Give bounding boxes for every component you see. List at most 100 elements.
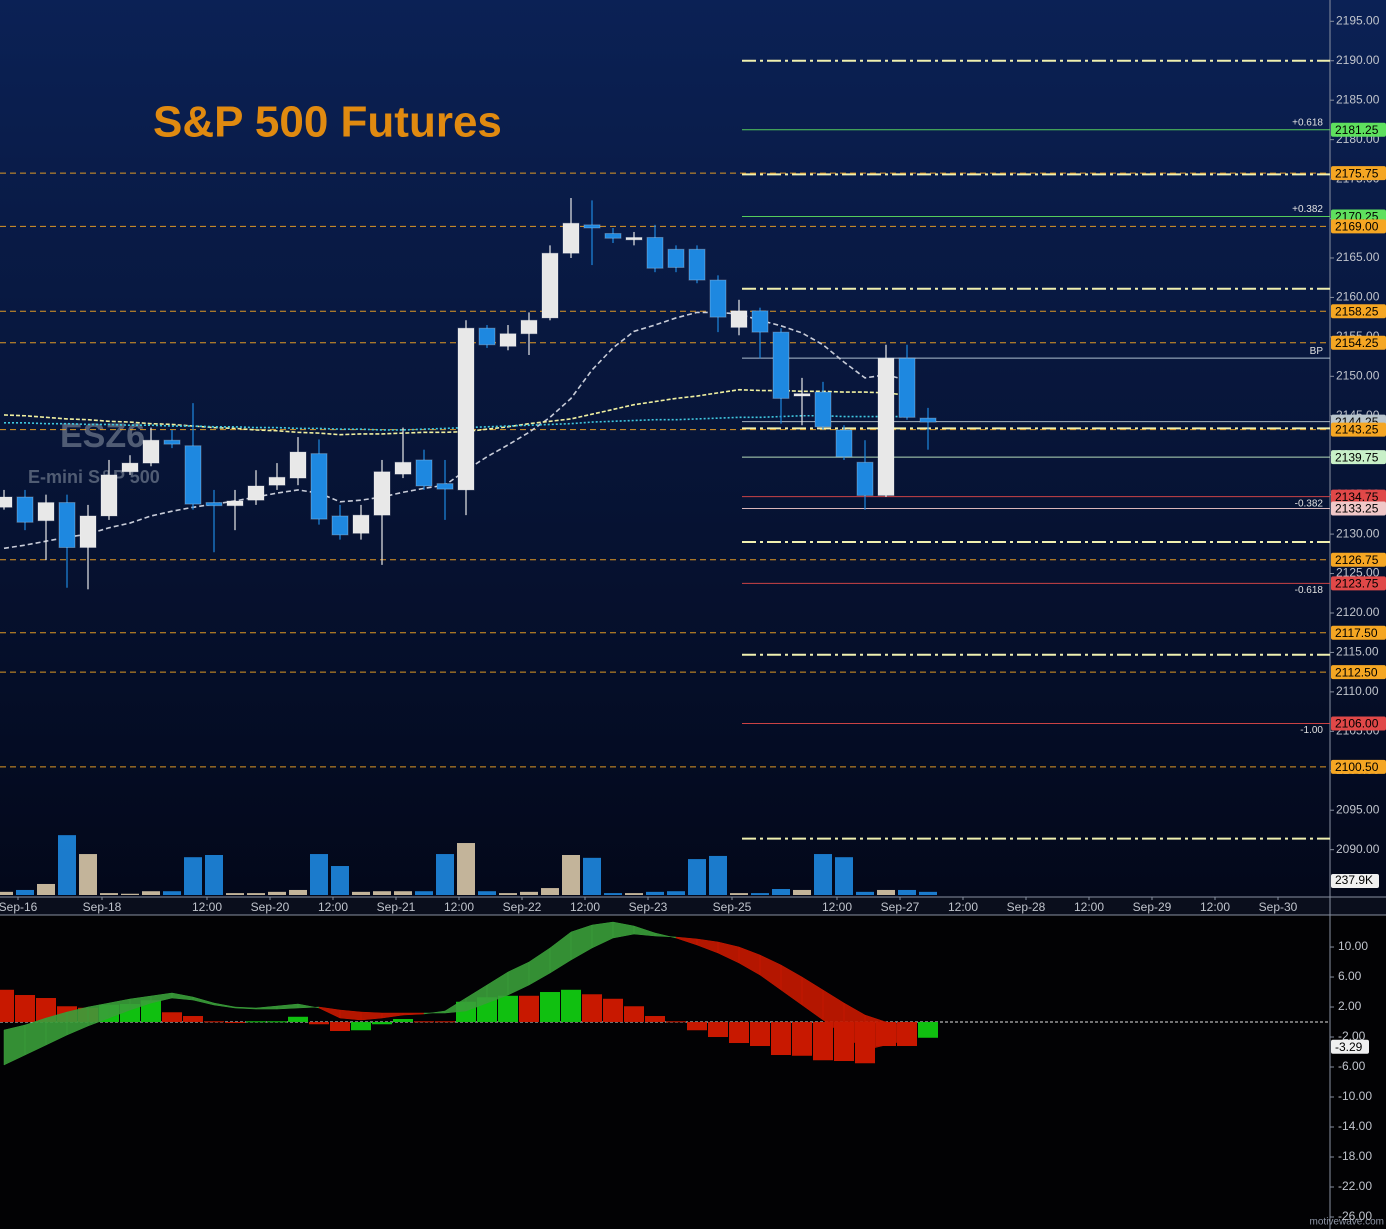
histogram-bar [792,1022,812,1056]
x-tick-label: Sep-20 [251,900,290,914]
volume-bar [205,854,223,895]
x-tick-label: Sep-23 [629,900,668,914]
volume-bar [16,889,34,895]
y-tick-label: 2095.00 [1336,802,1380,816]
histogram-bar [183,1016,203,1023]
macd-ribbon [885,1021,908,1046]
volume-bar [919,891,937,895]
candle-body [457,327,475,491]
candle-body [79,515,97,549]
x-tick-label: Sep-29 [1133,900,1172,914]
y-tick-label: 2165.00 [1336,250,1380,264]
histogram-bar [309,1022,329,1025]
price-tag [1331,501,1386,516]
candle-body [415,459,433,487]
volume-bar [541,888,559,895]
candle-body [625,236,643,241]
x-tick-label: Sep-22 [503,900,542,914]
price-tag [1331,489,1386,504]
candle-body [541,252,559,319]
histogram-bar [204,1021,224,1023]
price-tag [1331,422,1386,437]
candle-body [919,417,937,423]
y2-tick-label: 6.00 [1338,969,1362,983]
volume-bar [0,891,13,895]
x-tick-label: 12:00 [822,900,852,914]
volume-bar [793,889,811,895]
volume-bar [667,891,685,895]
x-tick-label: 12:00 [570,900,600,914]
price-tag [1331,665,1386,680]
candle-body [373,471,391,516]
candle-body [520,319,538,335]
price-tag-label: 2158.25 [1335,304,1379,318]
y-tick-label: 2120.00 [1336,605,1380,619]
histogram-bar [288,1016,308,1023]
candle-body [436,483,454,490]
histogram-bar [645,1016,665,1023]
volume-bar [226,893,244,895]
volume-bar [730,893,748,895]
x-tick-label: Sep-30 [1259,900,1298,914]
x-tick-label: Sep-27 [881,900,920,914]
price-tag-label: 2154.25 [1335,336,1379,350]
volume-bar [457,843,475,895]
candle-body [478,327,496,346]
price-tag-label: 2126.75 [1335,553,1379,567]
histogram-bar [372,1022,392,1025]
candle-body [184,445,202,505]
histogram-bar [519,995,539,1023]
price-tag [1331,552,1386,567]
histogram-bar [36,998,56,1023]
volume-bar [835,857,853,895]
candle-body [58,502,76,549]
price-tag-label: 2181.25 [1335,123,1379,137]
instrument-watermark: E-mini S&P 500 [28,467,160,487]
fib-label: -1.00 [1300,725,1323,736]
price-tag-label: 2139.75 [1335,450,1379,464]
candle-body [814,391,832,428]
histogram-bar [561,989,581,1023]
price-tag-label: 2123.75 [1335,577,1379,591]
candle-body [499,333,517,347]
volume-bar [499,893,517,895]
y-tick-label: 2195.00 [1336,13,1380,27]
histogram-bar [666,1021,686,1023]
price-tag [1331,716,1386,731]
price-tag [1331,166,1386,181]
candle-body [394,461,412,475]
volume-bar [856,891,874,895]
y-tick-label: 2115.00 [1336,645,1379,659]
fib-label: -0.382 [1295,498,1324,509]
volume-bar [478,891,496,895]
candle-body [898,357,916,418]
price-tag-label: 2143.25 [1335,423,1379,437]
macd-tag [1331,1039,1369,1054]
volume-bar [142,891,160,895]
y-tick-label: 2090.00 [1336,842,1380,856]
candle-body [163,439,181,445]
price-tag [1331,335,1386,350]
candle-body [37,502,55,522]
histogram-bar [624,1006,644,1023]
chart-title: S&P 500 Futures [153,98,502,147]
candle-body [688,248,706,281]
x-tick-label: 12:00 [192,900,222,914]
x-tick-label: 12:00 [318,900,348,914]
histogram-bar [393,1019,413,1023]
price-panel [0,0,1386,897]
price-tag-label: 2106.00 [1335,717,1379,731]
price-tag-label: 2100.50 [1335,760,1379,774]
candle-body [226,500,244,507]
footer: motivewave.com [1310,1217,1384,1228]
volume-bar [751,893,769,895]
candle-body [562,222,580,254]
y-tick-label: 2190.00 [1336,53,1380,67]
volume-bar [163,891,181,895]
histogram-bar [540,992,560,1023]
time-axis [0,897,1386,915]
histogram-bar [687,1022,707,1031]
y-tick-label: 2185.00 [1336,92,1380,106]
histogram-bar [435,1021,455,1023]
